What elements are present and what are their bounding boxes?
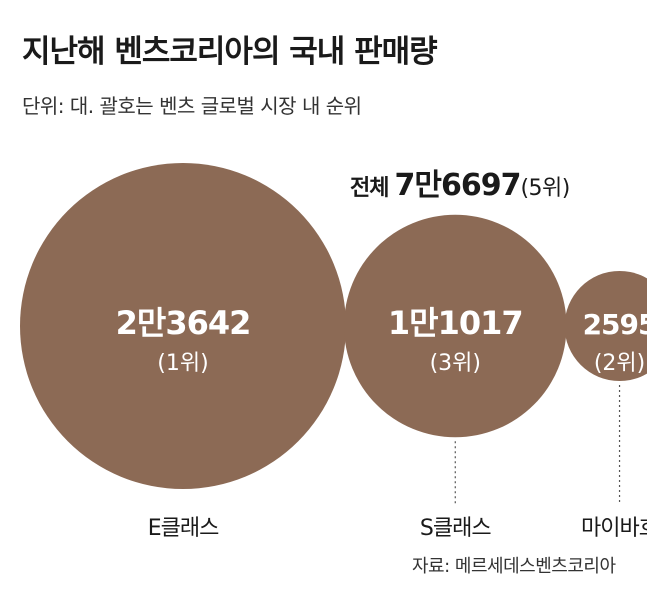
bubble-rank-label: (1위) [157, 351, 208, 376]
bubble-group: 2만3642 (1위) E클래스 [20, 163, 346, 541]
bubble-group: 1만1017 (3위) S클래스 [344, 214, 567, 541]
bubble-value-label: 1만1017 [388, 304, 523, 342]
total-rank: (5위) [520, 176, 570, 201]
source-note: 자료: 메르세데스벤츠코리아 [412, 556, 616, 577]
chart-subtitle: 단위: 대. 괄호는 벤츠 글로벌 시장 내 순위 [22, 94, 362, 118]
total-label: 전체 [350, 176, 389, 201]
total-sales: 전체 7만6697(5위) [350, 160, 570, 204]
bubble-value-label: 2만3642 [116, 304, 251, 342]
bubble-value-label: 2595 [583, 308, 647, 341]
category-label: 마이바흐 [581, 516, 647, 541]
category-label: E클래스 [148, 516, 219, 541]
bubble-rank-label: (2위) [594, 351, 645, 376]
bubble-rank-label: (3위) [430, 351, 481, 376]
bubble [20, 163, 346, 489]
bubble [344, 214, 567, 438]
bubble-group: 2595 (2위) 마이바흐 [564, 271, 647, 541]
chart-title: 지난해 벤츠코리아의 국내 판매량 [22, 34, 438, 70]
category-label: S클래스 [420, 516, 491, 541]
bubble [564, 271, 647, 381]
total-value: 7만6697 [394, 168, 521, 203]
